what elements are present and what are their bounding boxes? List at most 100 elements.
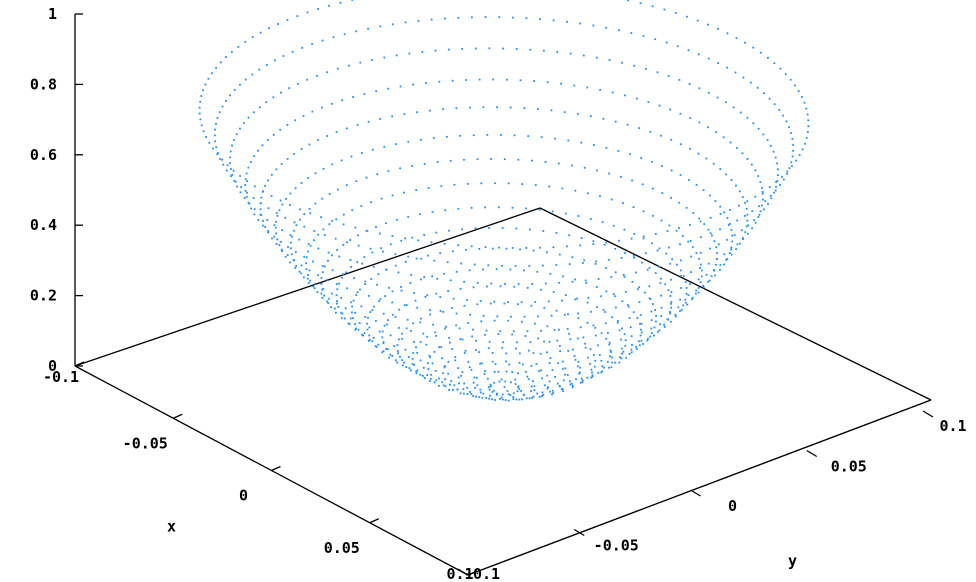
surface-point [474, 386, 476, 389]
surface-point [262, 220, 264, 222]
surface-point [248, 202, 251, 205]
surface-point [435, 335, 437, 337]
surface-point [691, 246, 694, 249]
surface-point [485, 397, 488, 399]
surface-point [540, 329, 542, 332]
surface-point [400, 289, 403, 292]
surface-point [243, 197, 246, 199]
surface-point [650, 327, 653, 330]
surface-point [388, 286, 390, 289]
surface-point [614, 120, 617, 123]
surface-point [476, 384, 479, 387]
surface-point [520, 320, 523, 323]
surface-point [292, 229, 295, 232]
surface-point [707, 57, 710, 60]
surface-point [323, 234, 326, 236]
base-frame [74, 207, 932, 576]
surface-point [342, 244, 345, 246]
surface-point [290, 241, 292, 244]
surface-point [451, 348, 454, 350]
surface-point [739, 111, 742, 114]
surface-point [763, 92, 765, 95]
surface-point [717, 62, 719, 64]
surface-point [523, 107, 526, 110]
surface-point [581, 381, 584, 383]
surface-point [779, 184, 781, 186]
surface-point [416, 369, 419, 372]
surface-point [410, 369, 412, 372]
surface-point [316, 291, 319, 294]
surface-point [340, 159, 343, 162]
surface-point [659, 323, 661, 326]
surface-point [546, 251, 548, 254]
surface-point [405, 304, 408, 306]
surface-point [489, 302, 492, 305]
surface-point [467, 322, 470, 324]
surface-point [625, 290, 627, 293]
surface-point [331, 254, 333, 257]
surface-point [559, 350, 561, 352]
surface-point [259, 202, 262, 204]
surface-point [356, 261, 359, 263]
surface-point [620, 338, 622, 341]
surface-point [805, 137, 808, 139]
surface-point [700, 275, 703, 278]
surface-point [728, 223, 731, 225]
surface-point [331, 220, 334, 222]
surface-point [457, 207, 460, 210]
surface-point [601, 365, 604, 368]
surface-point [614, 271, 617, 274]
surface-point [230, 175, 232, 177]
surface-point [415, 372, 418, 375]
surface-point [401, 364, 404, 367]
surface-point [642, 210, 645, 213]
surface-point [722, 136, 725, 139]
surface-point [738, 190, 741, 193]
surface-point [436, 161, 439, 163]
surface-point [229, 162, 231, 165]
surface-point [638, 286, 641, 289]
surface-point [551, 210, 554, 213]
surface-point [280, 163, 283, 165]
surface-point [798, 154, 801, 156]
surface-point [452, 250, 454, 253]
surface-point [382, 250, 384, 253]
surface-point [612, 224, 615, 227]
surface-point [229, 150, 232, 153]
surface-point [293, 221, 296, 224]
surface-point [759, 210, 762, 213]
surface-point [460, 262, 463, 265]
surface-point [387, 319, 389, 321]
surface-point [245, 172, 248, 175]
surface-point [719, 264, 722, 266]
surface-point [426, 335, 428, 338]
surface-point [687, 240, 690, 243]
surface-point [388, 356, 391, 359]
surface-point [499, 285, 502, 288]
surface-point [667, 75, 670, 77]
surface-point [430, 18, 433, 21]
surface-point [279, 241, 282, 243]
surface-point [497, 333, 500, 335]
surface-point [579, 371, 581, 374]
surface-point [519, 248, 521, 251]
surface-point [351, 0, 354, 1]
surface-point [472, 381, 475, 384]
surface-point [512, 396, 515, 398]
surface-point [253, 155, 255, 158]
surface-point [566, 374, 569, 376]
surface-point [679, 259, 682, 262]
surface-point [231, 51, 233, 53]
surface-point [735, 248, 737, 250]
surface-point [480, 320, 483, 323]
surface-point [579, 244, 582, 247]
surface-point [766, 139, 769, 141]
surface-point [660, 315, 663, 318]
surface-point [260, 196, 263, 199]
surface-point [482, 268, 484, 271]
surface-point [345, 127, 348, 130]
surface-point [591, 375, 594, 378]
surface-point [541, 395, 543, 397]
surface-point [438, 377, 440, 380]
surface-point [389, 243, 392, 246]
